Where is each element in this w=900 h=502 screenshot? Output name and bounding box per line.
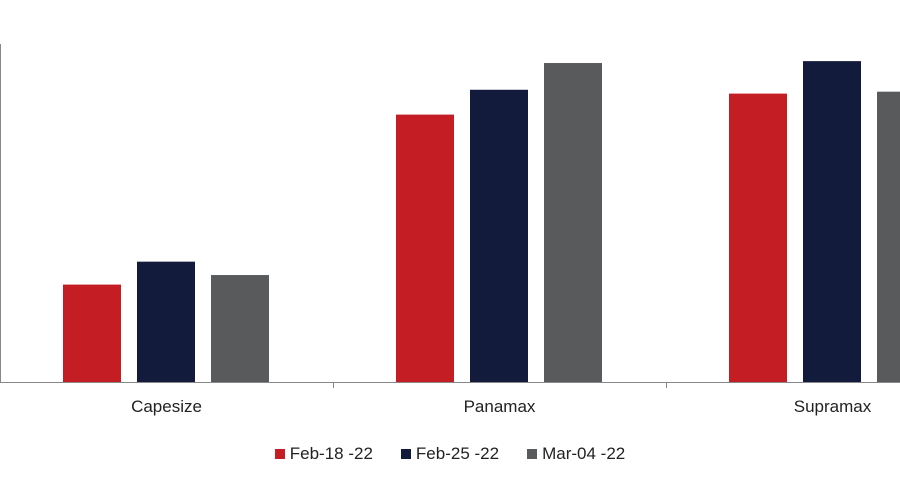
- bar-supramax-series-1: [729, 93, 787, 382]
- legend-swatch-feb-18: [274, 449, 285, 459]
- legend-label-mar-04: Mar-04 -22: [542, 444, 626, 463]
- bar-panamax-series-2: [470, 89, 528, 383]
- bar-capesize-series-2: [137, 261, 195, 382]
- legend-item-feb-18: Feb-18 -22: [274, 444, 373, 464]
- legend-item-mar-04: Mar-04 -22: [527, 444, 625, 464]
- legend-item-feb-25: Feb-25 -22: [400, 444, 500, 464]
- legend: Feb-18 -22 Feb-25 -22 Mar-04 -22: [0, 441, 900, 467]
- bar-capesize-series-1: [63, 284, 121, 382]
- legend-swatch-mar-04: [527, 449, 538, 459]
- legend-label-feb-18: Feb-18 -22: [289, 444, 373, 463]
- bar-panamax-series-3: [544, 63, 602, 382]
- bars-group: [63, 61, 900, 383]
- x-axis-ticks: [333, 382, 667, 388]
- bar-capesize-series-3: [211, 275, 269, 382]
- legend-label-feb-25: Feb-25 -22: [415, 444, 500, 463]
- category-label-capesize: Capesize: [131, 397, 202, 416]
- category-label-supramax: Supramax: [794, 397, 872, 416]
- bar-supramax-series-3: [877, 91, 900, 383]
- legend-swatch-feb-25: [400, 449, 411, 459]
- bar-supramax-series-2: [803, 61, 861, 383]
- bar-panamax-series-1: [396, 114, 454, 382]
- category-labels: Capesize Panamax Supramax: [131, 397, 872, 416]
- category-label-panamax: Panamax: [464, 397, 536, 416]
